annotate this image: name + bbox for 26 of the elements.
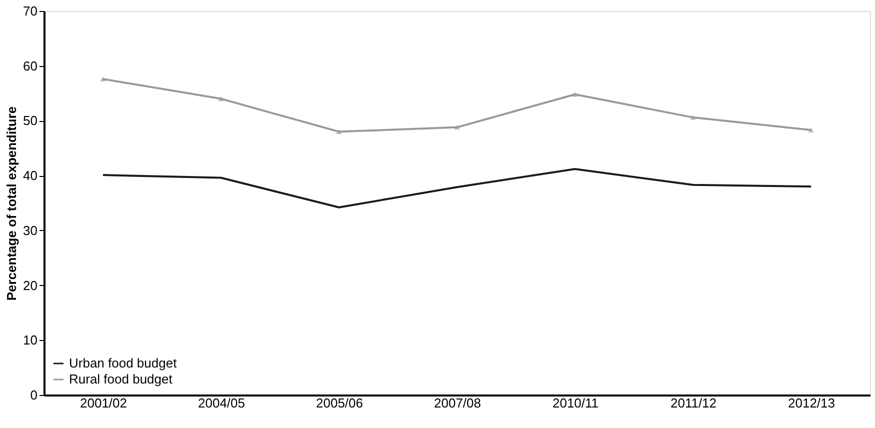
x-tick-label: 2004/05 [198,396,245,410]
x-tick-label: 2001/02 [80,396,127,410]
point [336,129,342,134]
x-tick-label: 2010/11 [552,396,599,410]
point [100,76,106,82]
y-tick-label: 60 [23,58,38,74]
y-tick-label: 30 [23,222,38,238]
y-tick-label: 0 [30,388,38,402]
x-tick-label: 2007/08 [434,396,481,410]
x-tick-label: 2005/06 [316,396,363,410]
x-tick-label: 2012/13 [788,396,835,410]
y-tick-label: 20 [23,278,38,293]
line-series [102,168,812,208]
point [690,115,696,120]
y-tick-label: 70 [23,4,38,18]
point [454,124,460,130]
point [218,96,224,102]
legend-label: Rural food budget [69,372,173,386]
point [808,128,814,132]
y-axis-title: Percentage of total expenditure [4,106,20,301]
y-tick-label: 40 [23,168,38,184]
legend-label: Urban food budget [69,356,178,370]
point [572,92,578,97]
x-tick-label: 2011/12 [670,396,717,410]
y-tick-label: 10 [23,332,38,348]
y-tick-label: 50 [23,113,38,128]
